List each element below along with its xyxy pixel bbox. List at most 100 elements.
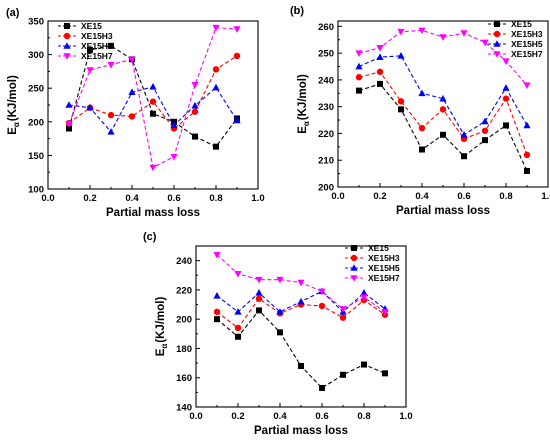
data-point [381,309,389,316]
data-point [192,133,198,140]
data-point [502,84,510,91]
series-XE15 [356,80,530,174]
data-point [214,316,220,323]
data-point [376,68,384,76]
data-point [397,98,405,105]
series-XE15H7 [355,27,531,90]
data-point [356,87,362,94]
data-point [523,121,531,129]
legend-marker [493,51,501,58]
data-point [418,124,426,132]
data-point [481,127,489,134]
data-point [149,98,157,105]
data-point [213,308,221,316]
data-point [397,28,405,36]
y-axis-label-subscript: α [160,344,169,349]
legend-marker [64,23,70,29]
legend-marker [493,40,501,47]
legend-label: XE15H5 [81,41,113,51]
data-point [149,83,157,90]
legend-label: XE15H5 [368,263,400,273]
series-line [68,55,238,130]
y-tick-label: 220 [176,285,192,296]
x-tick-label: 0.2 [231,411,244,422]
legend-label: XE15H3 [368,253,400,263]
data-point [212,66,220,73]
data-point [234,271,242,278]
data-point [297,297,305,305]
y-tick-label: 300 [28,50,44,61]
y-tick-label: 180 [176,344,192,355]
data-point [150,110,156,117]
y-tick-label: 200 [176,315,192,326]
data-point [502,95,510,102]
data-point [108,42,114,49]
legend-marker [350,254,358,262]
data-point [191,101,199,109]
data-point [355,74,363,81]
data-point [481,117,489,125]
data-point [128,88,136,96]
series-XE15H3 [65,52,241,132]
y-axis-label-unit: (KJ/mol) [155,297,167,343]
data-point [439,94,447,102]
legend-label: XE15H5 [511,39,543,49]
series-XE15H5 [65,83,241,135]
y-tick-label: 230 [318,102,334,113]
series-XE15H5 [213,287,389,315]
y-axis-label-main: E [155,348,167,356]
data-point [361,361,367,368]
data-point [355,62,363,70]
data-point [191,108,199,115]
y-axis-label: Eα(KJ/mol) [7,75,21,135]
data-point [276,308,284,315]
series-line [68,45,238,148]
data-point [66,125,72,132]
data-point [360,294,368,302]
data-point [298,363,304,370]
legend-marker [63,32,71,40]
chart-panel-2: (b) 0.0 0.2 0.4 0.6 0.8 1.0 200 210 220 230 240 250 2… [290,5,550,217]
data-point [439,106,447,113]
y-tick-label: 100 [28,185,44,196]
data-point [382,370,388,377]
series-XE15H3 [355,68,531,159]
x-tick-label: 1.0 [541,191,550,202]
x-tick-label: 0.4 [415,191,429,202]
x-tick-label: 0.0 [41,193,54,204]
legend-marker [350,264,358,271]
x-axis-label: Partial mass loss [106,207,200,219]
data-point [460,30,468,37]
x-tick-label: 0.4 [125,193,139,204]
panel-label: (a) [6,7,20,19]
data-point [276,276,284,284]
y-tick-label: 250 [318,49,334,60]
data-point [482,137,488,144]
data-point [319,384,325,391]
data-point [128,113,136,120]
data-point [397,52,405,59]
series-line [68,86,238,133]
data-point [318,288,326,296]
chart-panel-3: (c) 0.0 0.2 0.4 0.6 0.8 1.0 140 160 180 200 220 240 P… [143,231,413,437]
x-tick-label: 0.8 [209,193,222,204]
legend-label: XE15H7 [368,273,400,283]
legend-marker [494,21,500,27]
y-tick-label: 200 [318,183,334,194]
x-tick-label: 1.0 [399,411,412,422]
data-point [418,27,426,35]
x-tick-label: 0.4 [273,411,287,422]
y-axis-label-unit: (KJ/mol) [7,75,19,121]
y-tick-label: 150 [28,151,44,162]
series-line [358,71,528,156]
data-point [256,307,262,314]
panel-label: (c) [143,231,157,243]
x-tick-label: 0.8 [499,191,512,202]
series-XE15H7 [213,251,389,316]
plot-frame [47,20,259,190]
y-axis-label-unit: (KJ/mol) [297,74,309,120]
data-point [277,329,283,336]
